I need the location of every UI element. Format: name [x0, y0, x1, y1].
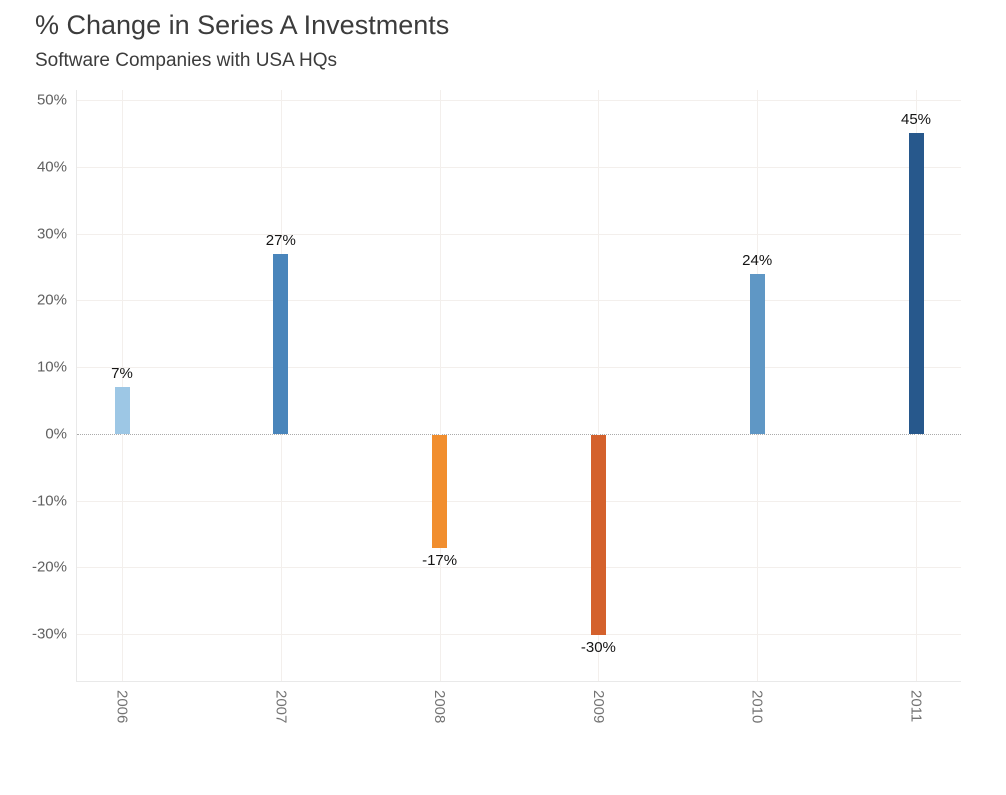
x-tick-label: 2009 [589, 690, 607, 724]
gridline-horizontal [77, 100, 961, 102]
y-tick-label: 50% [36, 91, 67, 109]
gridline-horizontal [77, 634, 961, 636]
bar-value-label: 24% [742, 251, 773, 269]
y-tick-label: 40% [36, 158, 67, 176]
y-tick-label: -30% [31, 625, 67, 643]
bar-value-label: 7% [111, 365, 133, 383]
gridline-horizontal [77, 567, 961, 569]
gridline-vertical [122, 90, 123, 681]
chart-title: % Change in Series A Investments [35, 10, 450, 40]
x-tick-label: 2008 [431, 690, 449, 724]
chart-subtitle: Software Companies with USA HQs [35, 50, 338, 71]
gridline-horizontal [77, 300, 961, 302]
bar-value-label: -30% [580, 639, 616, 657]
y-tick-label: 30% [36, 225, 67, 243]
gridline-horizontal [77, 500, 961, 502]
bar-2006 [114, 387, 130, 434]
y-tick-label: -10% [31, 492, 67, 510]
y-tick-label: 20% [36, 291, 67, 309]
bar-value-label: 27% [265, 231, 296, 249]
x-tick-label: 2006 [113, 690, 131, 724]
y-tick-label: 10% [36, 358, 67, 376]
bar-value-label: -17% [422, 552, 458, 570]
y-tick-label: -20% [31, 558, 67, 576]
y-tick-label: 0% [45, 425, 67, 443]
gridline-horizontal [77, 166, 961, 168]
bar-value-label: 45% [900, 111, 932, 129]
x-tick-label: 2011 [907, 690, 925, 723]
gridline-horizontal [77, 233, 961, 235]
bar-2008 [432, 434, 448, 549]
bar-2009 [590, 434, 606, 636]
gridline-vertical [598, 90, 600, 681]
bar-2007 [273, 253, 289, 434]
gridline-vertical [439, 90, 441, 681]
zero-line [77, 433, 961, 435]
gridline-horizontal [77, 367, 961, 369]
x-tick-label: 2010 [748, 690, 766, 724]
bar-2010 [749, 273, 765, 434]
x-tick-label: 2007 [272, 690, 290, 724]
plot-area: 50% 40% 30% 20% 10% 0% -10% -20% -30% 7% 2006 27% 20… [32, 90, 961, 723]
bar-2011 [908, 133, 924, 434]
